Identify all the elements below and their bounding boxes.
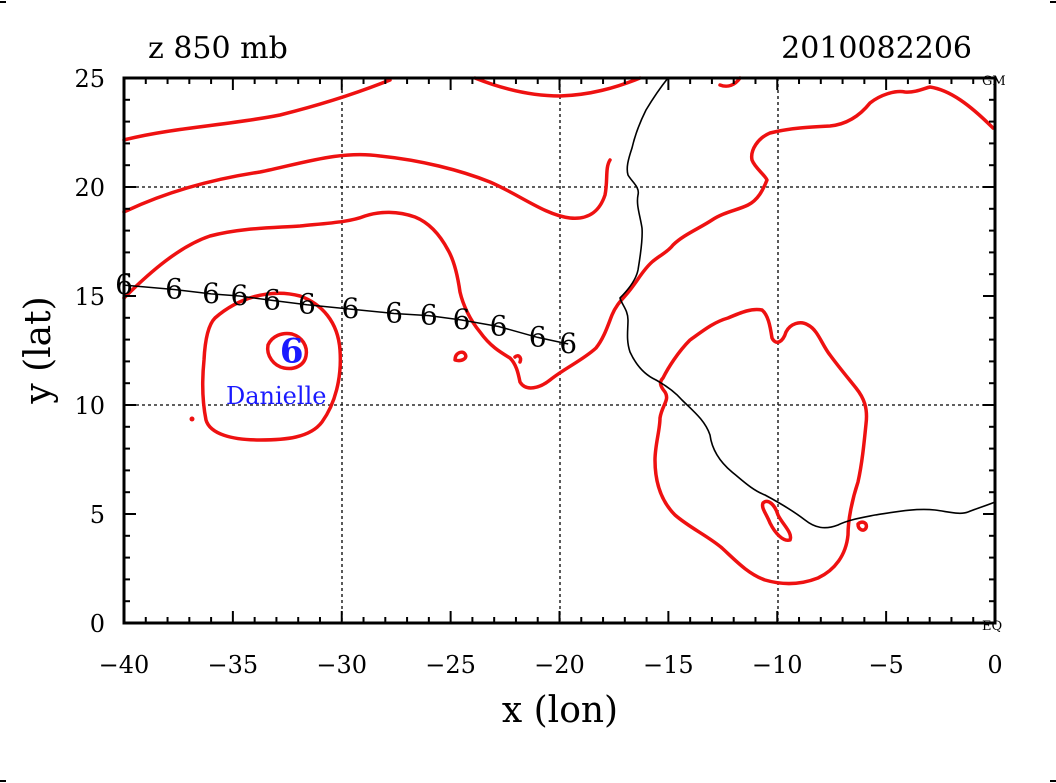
- contour-africa-ring: [856, 520, 869, 532]
- y-tick-label: 5: [90, 501, 105, 529]
- map-title: z 850 mb: [148, 31, 288, 66]
- geopotential-contours: [122, 76, 995, 586]
- x-tick-label: −10: [752, 651, 803, 679]
- storm-track-line: [123, 284, 569, 345]
- hurricane-symbol-icon: 6: [165, 272, 183, 305]
- y-tick-label: 10: [74, 392, 105, 420]
- x-tick-label: −35: [208, 651, 259, 679]
- y-axis-title: y (lat): [18, 296, 59, 404]
- y-tick-label: 0: [90, 610, 105, 638]
- x-axis-tick-labels: −40 −35 −30 −25 −20 −15 −10 −5 0: [99, 651, 1003, 679]
- hurricane-symbol-icon: 6: [420, 299, 438, 332]
- contour-dot: [189, 416, 195, 422]
- contour-tongue: [122, 85, 995, 390]
- storm-name-label: Danielle: [226, 382, 326, 410]
- contour-north-3: [718, 76, 742, 88]
- hurricane-symbol-icon: 6: [202, 277, 220, 310]
- y-tick-label: 15: [74, 283, 105, 311]
- eq-marker: EQ: [982, 619, 1002, 634]
- hurricane-symbol-icon: 6: [298, 288, 316, 321]
- hurricane-symbol-icon: 6: [453, 303, 471, 336]
- x-tick-label: 0: [987, 651, 1002, 679]
- contour-danielle-outer: [200, 291, 343, 442]
- map-datetime: 2010082206: [781, 31, 972, 66]
- y-tick-label: 25: [74, 65, 105, 93]
- contour-africa-small: [760, 499, 793, 542]
- contour-north-2: [473, 76, 642, 98]
- hurricane-symbol-icon: 6: [263, 283, 281, 316]
- hurricane-symbol-icon: 6: [230, 279, 248, 312]
- x-tick-label: −20: [534, 651, 585, 679]
- x-tick-label: −5: [868, 651, 903, 679]
- contour-small-1: [453, 350, 468, 363]
- contour-danielle-inner: [265, 331, 309, 371]
- hurricane-symbol-icon: 6: [385, 296, 403, 329]
- contour-north-4: [122, 152, 612, 220]
- contour-small-2: [513, 354, 523, 364]
- contour-north-1: [122, 78, 392, 142]
- hurricane-symbol-icon: 6: [490, 310, 508, 343]
- x-tick-label: −40: [99, 651, 150, 679]
- x-axis-title: x (lon): [502, 690, 618, 731]
- hurricane-symbol-icon: 6: [559, 327, 577, 360]
- gridlines: [124, 78, 995, 623]
- hurricane-symbol-icon: 6: [342, 292, 360, 325]
- contour-africa-east: [653, 307, 869, 586]
- hurricane-symbol-icon: 6: [529, 320, 547, 353]
- coastline: [619, 77, 996, 529]
- gm-marker: GM: [982, 74, 1006, 89]
- axis-tick-marks: [123, 77, 996, 624]
- current-storm-symbol-icon: 6: [280, 332, 304, 372]
- y-axis-tick-labels: 0 5 10 15 20 25: [74, 65, 105, 638]
- storm-track: 6 6 6 6 6 6 6 6 6 6 6 6 66: [115, 268, 577, 371]
- x-tick-label: −25: [425, 651, 476, 679]
- y-tick-label: 20: [74, 174, 105, 202]
- x-tick-label: −15: [643, 651, 694, 679]
- x-tick-label: −30: [316, 651, 367, 679]
